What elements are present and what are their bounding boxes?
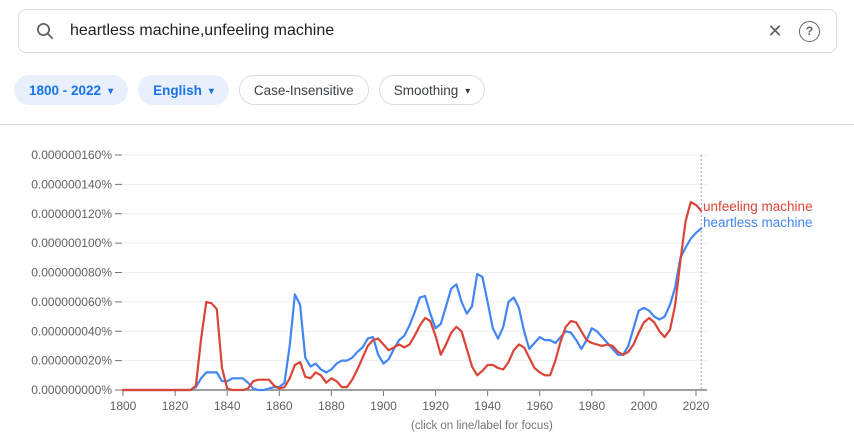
svg-text:0.000000140%: 0.000000140% <box>31 177 112 191</box>
svg-text:0.000000000%: 0.000000000% <box>31 383 112 397</box>
search-input[interactable] <box>70 22 763 40</box>
svg-text:0.000000120%: 0.000000120% <box>31 207 112 221</box>
toolbar-divider <box>0 124 854 125</box>
case-insensitive-chip[interactable]: Case-Insensitive <box>238 75 369 105</box>
chevron-down-icon: ▾ <box>465 85 471 97</box>
language-chip[interactable]: English ▾ <box>138 75 229 105</box>
svg-text:0.000000100%: 0.000000100% <box>31 236 112 250</box>
svg-text:0.000000160%: 0.000000160% <box>31 148 112 162</box>
svg-text:1800: 1800 <box>110 399 137 413</box>
smoothing-chip[interactable]: Smoothing ▾ <box>378 75 486 105</box>
year-range-chip[interactable]: 1800 - 2022 ▾ <box>14 75 129 105</box>
search-bar: ✕ ? <box>18 9 837 53</box>
svg-text:2000: 2000 <box>631 399 658 413</box>
svg-text:1940: 1940 <box>474 399 501 413</box>
chart-footnote: (click on line/label for focus) <box>411 420 553 432</box>
ngram-chart[interactable]: 0.000000000% 0.000000020% 0.000000040% 0.00… <box>0 124 854 432</box>
chevron-down-icon: ▾ <box>208 85 214 97</box>
svg-text:0.000000080%: 0.000000080% <box>31 266 112 280</box>
svg-text:1980: 1980 <box>578 399 605 413</box>
chevron-down-icon: ▾ <box>108 85 114 97</box>
svg-text:0.000000040%: 0.000000040% <box>31 324 112 338</box>
filter-chip-row: 1800 - 2022 ▾ English ▾ Case-Insensitive… <box>14 75 486 105</box>
series-label-unfeeling-machine[interactable]: unfeeling machine <box>703 199 813 214</box>
svg-text:0.000000020%: 0.000000020% <box>31 354 112 368</box>
help-icon[interactable]: ? <box>799 20 820 42</box>
chart-plot[interactable]: 0.000000000% 0.000000020% 0.000000040% 0.00… <box>0 124 854 429</box>
svg-text:1840: 1840 <box>214 399 241 413</box>
svg-text:1920: 1920 <box>422 399 449 413</box>
clear-icon[interactable]: ✕ <box>763 19 787 43</box>
svg-text:0.000000060%: 0.000000060% <box>31 295 112 309</box>
case-insensitive-label: Case-Insensitive <box>253 82 354 98</box>
svg-text:1960: 1960 <box>526 399 553 413</box>
svg-text:1880: 1880 <box>318 399 345 413</box>
svg-text:2020: 2020 <box>683 399 710 413</box>
smoothing-label: Smoothing <box>393 82 459 98</box>
year-range-label: 1800 - 2022 <box>29 82 102 98</box>
language-label: English <box>153 82 202 98</box>
svg-text:1900: 1900 <box>370 399 397 413</box>
svg-text:1860: 1860 <box>266 399 293 413</box>
svg-text:1820: 1820 <box>162 399 189 413</box>
search-icon <box>35 21 55 41</box>
series-label-heartless-machine[interactable]: heartless machine <box>703 215 813 230</box>
